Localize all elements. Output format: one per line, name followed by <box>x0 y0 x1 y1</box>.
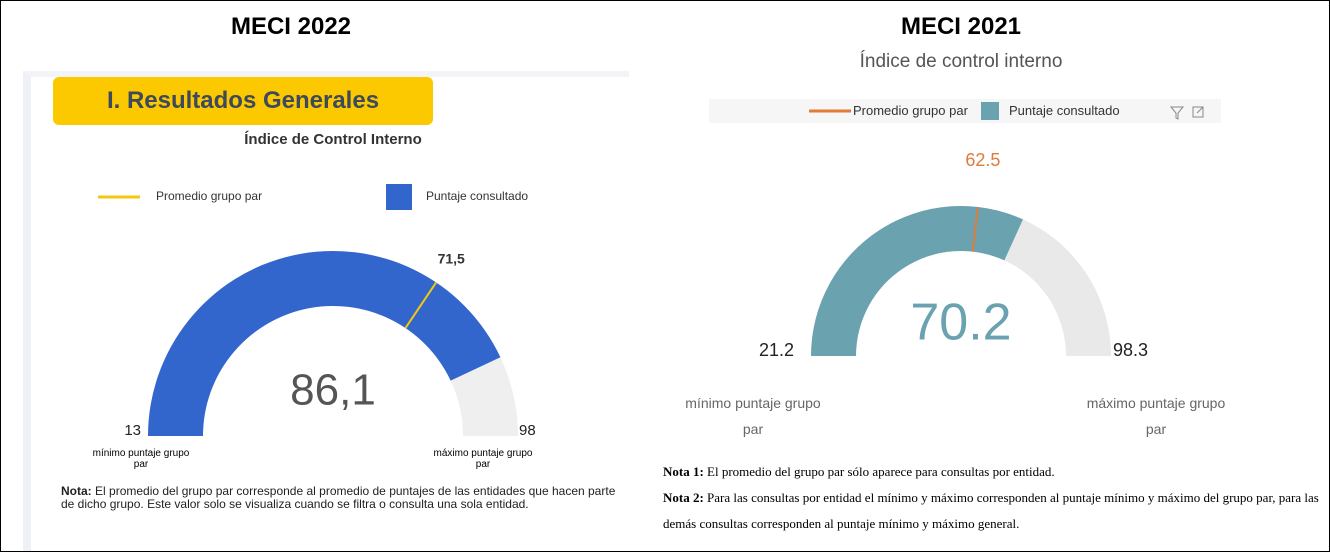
gauge-value <box>148 251 501 436</box>
heading: MECI 2022 <box>230 13 352 40</box>
min-label: mínimo puntaje grupo par <box>685 395 821 437</box>
average-label: 62.5 <box>965 150 1000 170</box>
gauge-value-label: 86,1 <box>290 366 376 415</box>
chart-title: Índice de control interno <box>859 51 1063 72</box>
legend-label: Promedio grupo par <box>853 103 968 118</box>
max-value: 98.3 <box>1113 340 1148 360</box>
notes: Nota: El promedio del grupo par correspo… <box>61 485 621 511</box>
average-marker <box>404 281 437 329</box>
max-label: máximo puntaje grupo par <box>433 448 533 470</box>
gauge-value-label: 70.2 <box>910 294 1011 352</box>
filter-icon[interactable] <box>1169 106 1204 120</box>
average-label: 71,5 <box>438 251 465 267</box>
legend-label: Puntaje consultado <box>1009 103 1120 118</box>
legend-label: Promedio grupo par <box>156 189 263 203</box>
note-label: Nota 2: <box>663 490 704 505</box>
min-value: 21.2 <box>759 340 794 360</box>
note-text: El promedio del grupo par corresponde al… <box>61 484 616 511</box>
note: Nota 1: El promedio del grupo par sólo a… <box>663 459 1323 485</box>
legend-label: Puntaje consultado <box>426 189 529 203</box>
max-label: máximo puntaje grupo par <box>1086 395 1226 437</box>
average-marker <box>971 206 979 252</box>
note-label: Nota 1: <box>663 464 704 479</box>
note: Nota 2: Para las consultas por entidad e… <box>663 485 1323 537</box>
note-text: Para las consultas por entidad el mínimo… <box>663 490 1319 531</box>
chart-title: Índice de Control Interno <box>244 131 422 148</box>
note-label: Nota: <box>61 484 92 498</box>
gauge-value <box>811 206 1023 356</box>
legend-swatch <box>386 184 412 210</box>
min-label: mínimo puntaje grupo par <box>92 448 190 470</box>
min-value: 13 <box>124 422 141 439</box>
max-value: 98 <box>519 422 536 439</box>
heading: MECI 2021 <box>900 13 1022 40</box>
note-text: El promedio del grupo par sólo aparece p… <box>707 464 1055 479</box>
legend-swatch <box>981 102 999 120</box>
legend-bar <box>709 99 1221 123</box>
panel <box>23 71 629 551</box>
notes: Nota 1: El promedio del grupo par sólo a… <box>663 459 1323 537</box>
note: Nota: El promedio del grupo par correspo… <box>61 485 621 511</box>
section-header: I. Resultados Generales <box>53 77 433 125</box>
